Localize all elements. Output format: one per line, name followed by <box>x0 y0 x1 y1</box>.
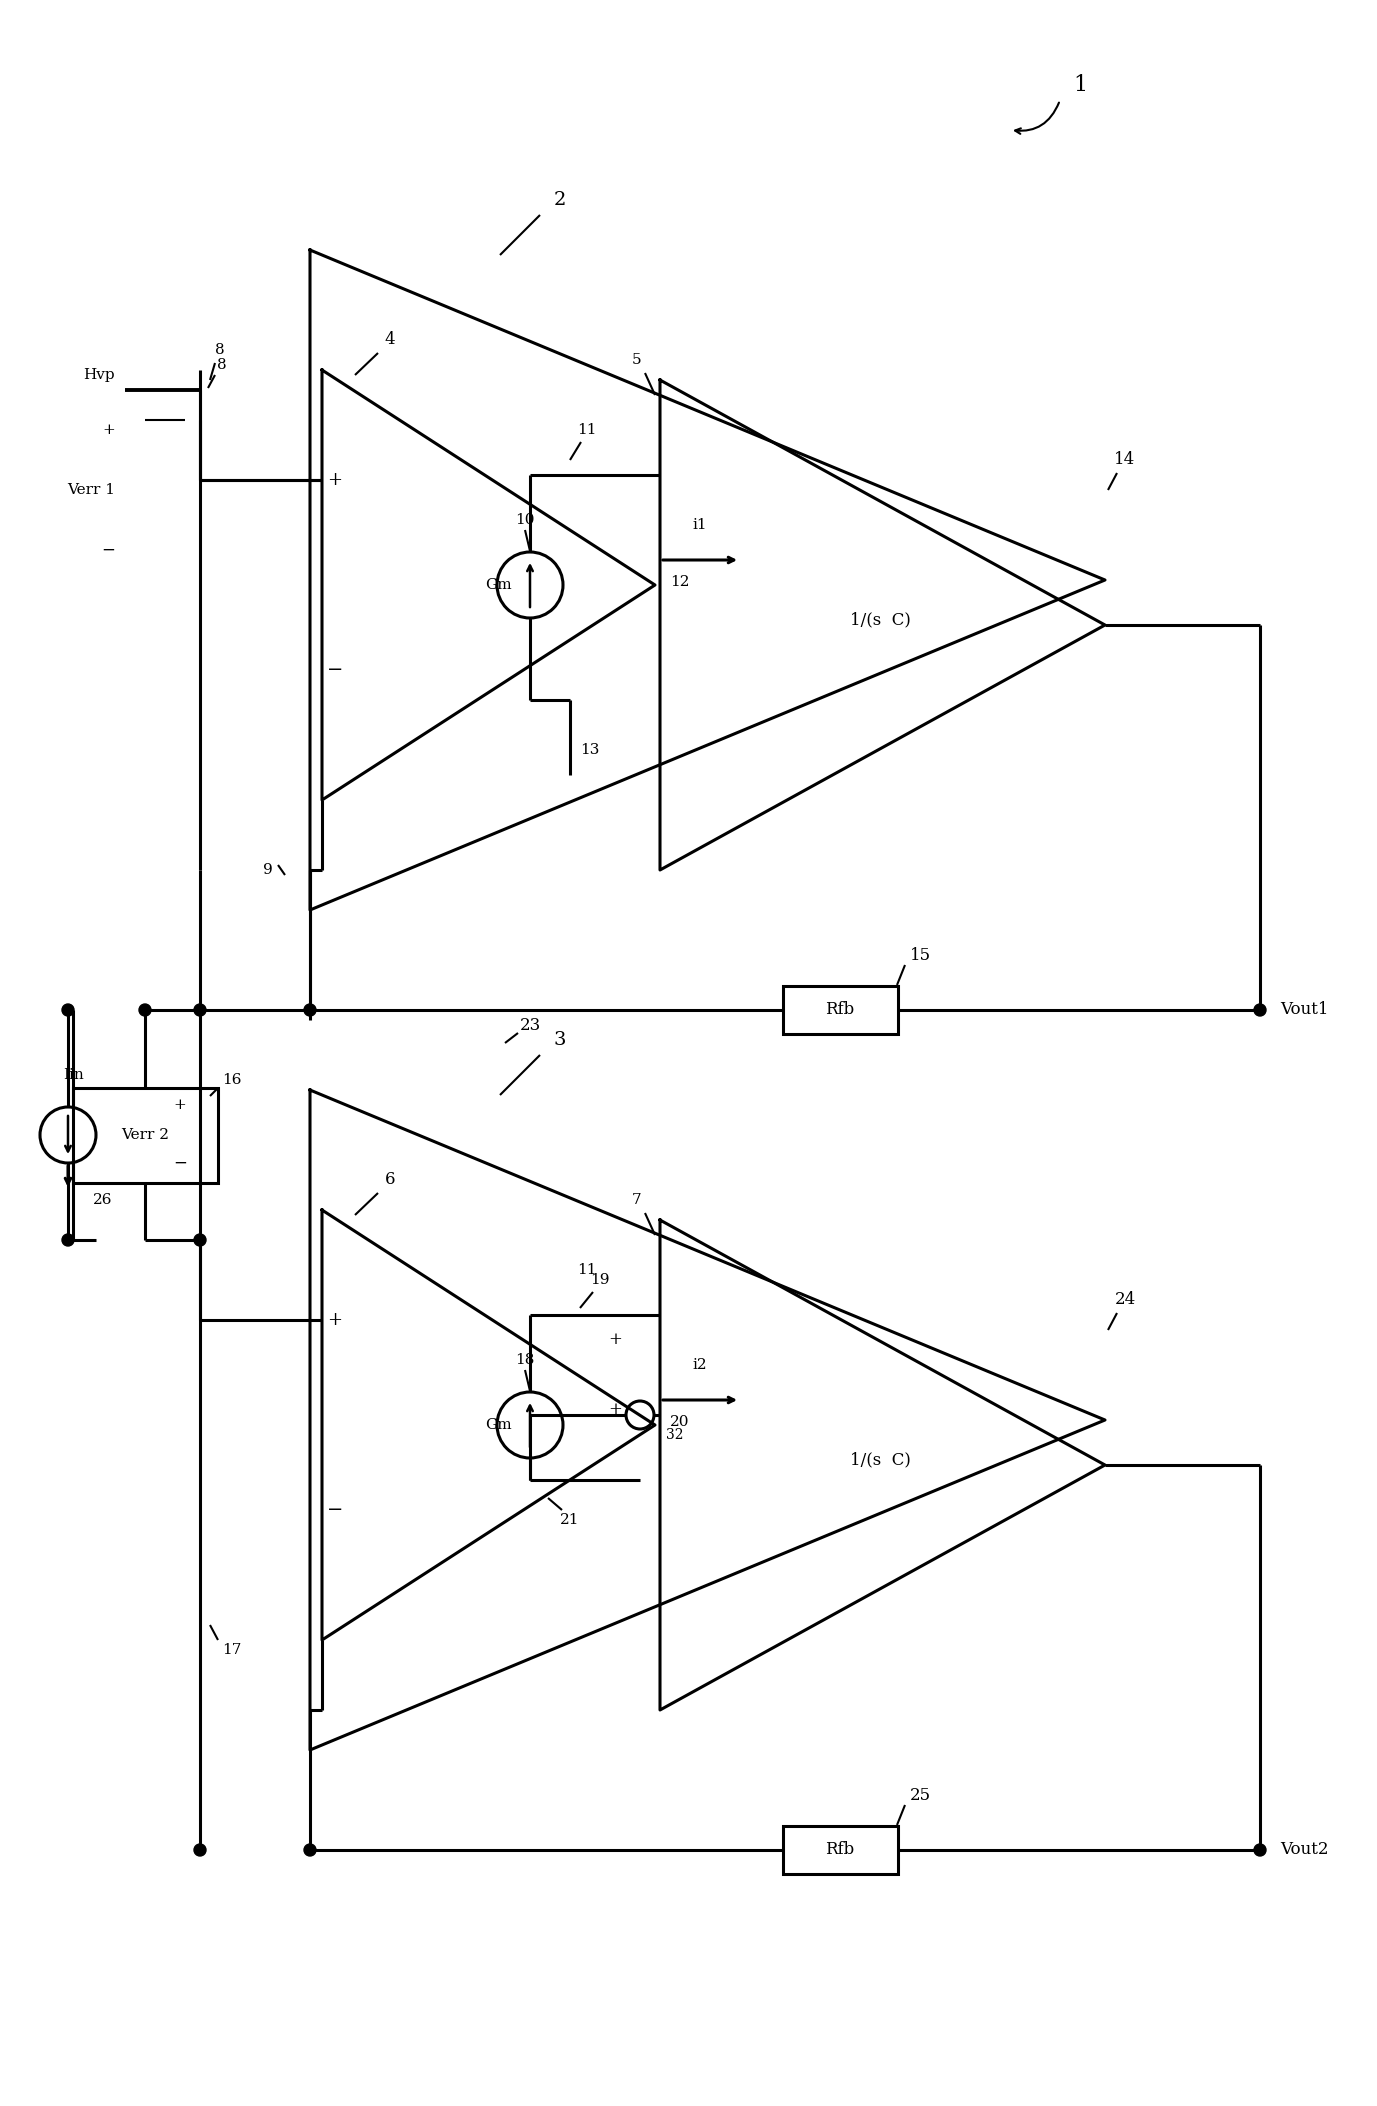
Text: −: − <box>174 1154 187 1171</box>
Bar <box>782 1826 898 1874</box>
Text: 11: 11 <box>577 1264 596 1276</box>
Text: 7: 7 <box>632 1192 642 1207</box>
Text: 10: 10 <box>515 514 534 526</box>
Circle shape <box>62 1005 74 1015</box>
Text: 8: 8 <box>215 343 224 358</box>
Text: Vout1: Vout1 <box>1281 1002 1329 1019</box>
Text: 23: 23 <box>519 1017 541 1034</box>
Circle shape <box>1254 1005 1265 1015</box>
Circle shape <box>304 1845 315 1855</box>
Circle shape <box>627 1400 654 1430</box>
Text: 6: 6 <box>384 1171 395 1188</box>
Circle shape <box>1254 1845 1265 1855</box>
Text: +: + <box>328 1312 343 1329</box>
Text: Verr 1: Verr 1 <box>67 482 116 497</box>
Circle shape <box>497 552 563 617</box>
Text: −: − <box>326 661 343 678</box>
Text: Gm: Gm <box>485 1417 512 1432</box>
Circle shape <box>497 1392 563 1457</box>
Circle shape <box>40 1108 96 1163</box>
Text: 15: 15 <box>909 946 931 965</box>
Text: Verr 2: Verr 2 <box>121 1129 169 1141</box>
Text: 1: 1 <box>1073 74 1086 97</box>
Text: Gm: Gm <box>485 577 512 592</box>
Circle shape <box>194 1005 207 1015</box>
Text: +: + <box>609 1400 622 1419</box>
Bar <box>73 1087 218 1181</box>
Text: 3: 3 <box>554 1032 566 1049</box>
Text: Iin: Iin <box>63 1068 84 1082</box>
Text: 24: 24 <box>1114 1291 1136 1308</box>
Text: +: + <box>174 1097 186 1112</box>
Bar <box>782 986 898 1034</box>
Text: +: + <box>102 423 116 438</box>
Text: 19: 19 <box>591 1272 610 1287</box>
Text: 25: 25 <box>909 1786 931 1803</box>
Circle shape <box>304 1005 315 1015</box>
Text: 16: 16 <box>222 1072 241 1087</box>
Text: Rfb: Rfb <box>825 1002 855 1019</box>
Circle shape <box>62 1234 74 1247</box>
Text: 1/(s  C): 1/(s C) <box>850 1451 910 1468</box>
Text: −: − <box>101 541 116 558</box>
Circle shape <box>139 1005 151 1015</box>
Text: 26: 26 <box>94 1192 113 1207</box>
Text: 1/(s  C): 1/(s C) <box>850 611 910 628</box>
Text: 4: 4 <box>384 331 395 347</box>
Text: Vout2: Vout2 <box>1281 1841 1329 1857</box>
Text: Hvp: Hvp <box>84 369 116 381</box>
Text: 32: 32 <box>666 1428 684 1443</box>
Text: 12: 12 <box>671 575 690 590</box>
Text: i2: i2 <box>693 1358 708 1371</box>
Text: 18: 18 <box>515 1352 534 1367</box>
Text: i1: i1 <box>693 518 708 533</box>
Text: +: + <box>609 1331 622 1348</box>
Text: 14: 14 <box>1114 451 1136 468</box>
Circle shape <box>194 1234 207 1247</box>
Text: 11: 11 <box>577 423 596 438</box>
Text: Rfb: Rfb <box>825 1841 855 1857</box>
Text: +: + <box>328 472 343 489</box>
Text: 2: 2 <box>554 192 566 208</box>
Text: 5: 5 <box>632 354 642 366</box>
Text: 20: 20 <box>671 1415 690 1430</box>
Circle shape <box>194 1845 207 1855</box>
Text: 21: 21 <box>560 1512 580 1527</box>
Text: 17: 17 <box>222 1643 241 1657</box>
Text: 13: 13 <box>580 743 600 756</box>
Text: 8: 8 <box>218 358 227 373</box>
Text: −: − <box>326 1502 343 1518</box>
Text: 9: 9 <box>263 863 273 876</box>
